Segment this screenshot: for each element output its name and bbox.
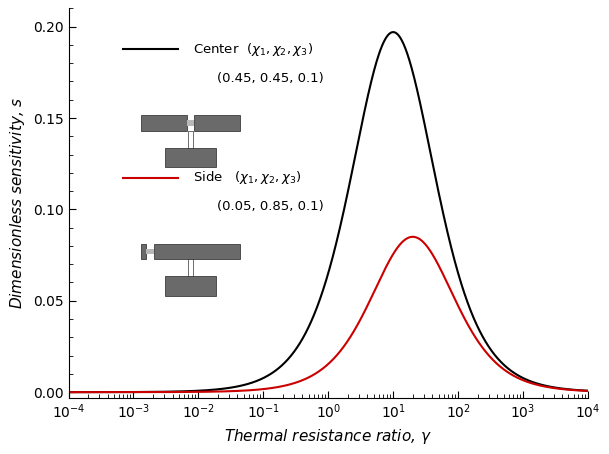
Bar (146, 249, 154, 254)
Bar (154, 244, 240, 259)
Text: Center  $(\chi_1,\chi_2,\chi_3)$: Center $(\chi_1,\chi_2,\chi_3)$ (193, 41, 313, 58)
Text: (0.45, 0.45, 0.1): (0.45, 0.45, 0.1) (217, 72, 323, 85)
Y-axis label: Dimensionless sensitivity, $s$: Dimensionless sensitivity, $s$ (9, 97, 27, 309)
Bar (165, 276, 216, 296)
Text: (0.05, 0.85, 0.1): (0.05, 0.85, 0.1) (217, 200, 323, 213)
X-axis label: Thermal resistance ratio, $\gamma$: Thermal resistance ratio, $\gamma$ (224, 427, 432, 446)
Bar (188, 131, 192, 148)
Text: Side   $(\chi_1,\chi_2,\chi_3)$: Side $(\chi_1,\chi_2,\chi_3)$ (193, 169, 301, 186)
Bar (194, 115, 240, 131)
Bar (141, 115, 187, 131)
Bar (187, 120, 194, 126)
Bar (188, 259, 192, 276)
Bar (165, 148, 216, 168)
Bar (141, 244, 146, 259)
